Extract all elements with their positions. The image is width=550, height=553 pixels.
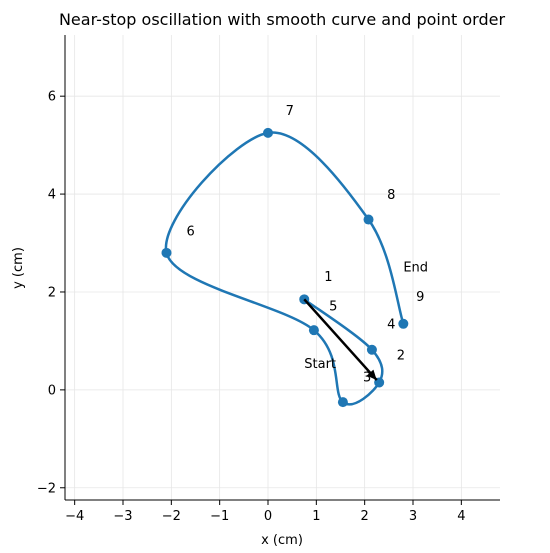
axes — [64, 35, 500, 501]
y-tick-label: −2 — [37, 481, 56, 496]
y-tick-label: 2 — [48, 285, 56, 300]
x-tick-label: 4 — [457, 509, 465, 524]
x-tick-label: −4 — [65, 509, 84, 524]
end-annotation: End — [403, 260, 428, 275]
y-tick-label: 6 — [48, 90, 56, 105]
point-order-label: 7 — [286, 104, 294, 119]
data-point — [363, 214, 374, 225]
y-tick-label: 4 — [48, 188, 56, 203]
point-order-label: 9 — [416, 290, 424, 305]
trajectory-curve — [164, 131, 405, 406]
direction-arrow-shaft — [303, 298, 378, 381]
grid — [65, 35, 500, 500]
x-tick-label: 2 — [361, 509, 369, 524]
data-point — [308, 325, 319, 336]
x-tick-label: −2 — [162, 509, 181, 524]
start-annotation: Start — [304, 357, 336, 372]
point-order-label: 8 — [387, 188, 395, 203]
data-point — [337, 397, 348, 408]
point-order-label: 6 — [187, 225, 195, 240]
y-axis-label: y (cm) — [11, 247, 26, 289]
point-order-label: 4 — [387, 318, 395, 333]
y-tick-label: 0 — [48, 383, 56, 398]
ticks: −4 −3 −2 −1 0 1 2 3 4 −2 0 2 4 6 — [37, 90, 466, 524]
x-tick-label: 3 — [409, 509, 417, 524]
data-point — [263, 127, 273, 138]
data-point — [398, 318, 409, 329]
x-tick-label: −3 — [113, 509, 132, 524]
direction-arrow-head — [366, 369, 377, 381]
x-tick-label: 1 — [312, 509, 320, 524]
point-labels: 1 2 3 4 5 6 7 8 9 Start End — [187, 104, 429, 386]
data-point — [366, 344, 377, 355]
point-order-label: 3 — [363, 371, 371, 386]
x-tick-label: −1 — [210, 509, 229, 524]
chart-title: Near-stop oscillation with smooth curve … — [59, 10, 505, 29]
point-order-label: 2 — [397, 349, 405, 364]
point-order-label: 5 — [329, 300, 337, 315]
data-point — [161, 247, 172, 258]
point-order-label: 1 — [324, 270, 332, 285]
series — [161, 127, 409, 408]
x-axis-label: x (cm) — [261, 533, 303, 548]
x-tick-label: 0 — [264, 509, 272, 524]
